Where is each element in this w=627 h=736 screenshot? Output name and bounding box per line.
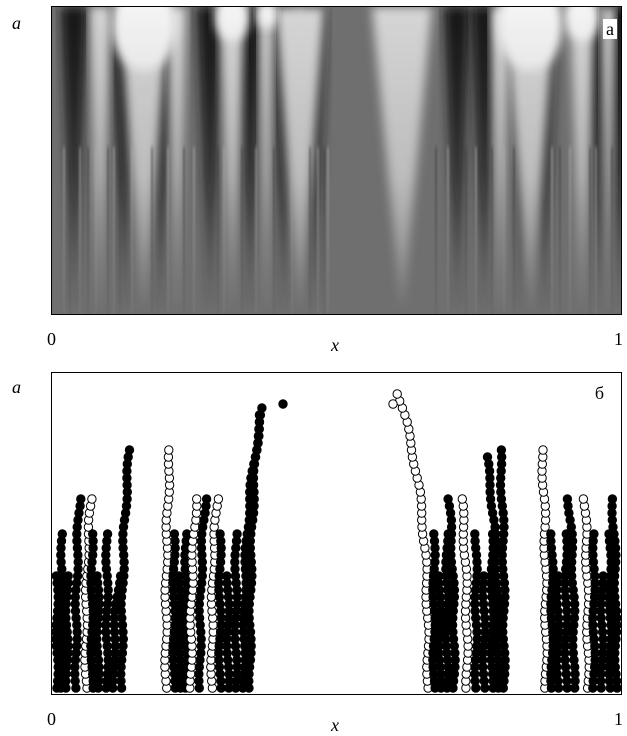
scalogram-ridges — [61, 7, 621, 314]
maxima-line — [222, 571, 234, 693]
maxima-line — [482, 452, 504, 693]
maxima-line — [116, 445, 135, 693]
panel-a-x-start: 0 — [47, 329, 56, 349]
maxima-line — [596, 571, 608, 693]
panel-a-x-end: 1 — [614, 329, 623, 349]
panel-a-x-label: x — [331, 335, 339, 355]
maxima-line — [495, 445, 510, 693]
maxima-point — [213, 494, 224, 504]
maxima-line — [392, 389, 434, 693]
maxima-point — [482, 452, 493, 462]
maxima-point — [102, 529, 113, 539]
maxima-point — [457, 494, 467, 504]
panel-b-x-start: 0 — [47, 709, 56, 729]
maxima-point — [562, 494, 573, 504]
maxima-point — [76, 494, 86, 504]
maxima-point — [124, 445, 135, 455]
maxima-line — [470, 529, 482, 693]
maxima-point — [496, 445, 507, 455]
maxima-point — [164, 445, 174, 455]
panel-a-tag: а — [603, 19, 617, 39]
maxima-point — [222, 571, 232, 581]
maxima-line — [443, 494, 460, 693]
maxima-line — [578, 494, 594, 693]
maxima-point — [546, 529, 556, 539]
panel-b-tag: б — [591, 383, 607, 403]
maxima-point — [232, 529, 242, 539]
maxima-line — [214, 529, 226, 693]
maxima-line — [588, 529, 600, 693]
maxima-line — [552, 571, 564, 693]
maxima-point — [192, 494, 202, 504]
panel-b-x-end: 1 — [614, 709, 623, 729]
maxima-point — [538, 445, 548, 455]
maxima-line — [160, 445, 175, 693]
maxima-line — [457, 494, 473, 693]
panel-b-y-label: a — [12, 377, 21, 397]
maxima-point — [443, 494, 453, 504]
maxima-point — [92, 571, 102, 581]
panel-a-image: а — [51, 6, 622, 315]
maxima-point — [254, 410, 265, 420]
maxima-point — [63, 571, 73, 581]
maxima-point — [589, 529, 599, 539]
maxima-line — [61, 571, 73, 693]
maxima-line — [194, 494, 212, 693]
maxima-point — [470, 529, 480, 539]
maxima-point — [201, 494, 212, 504]
maxima-point — [607, 494, 618, 504]
maxima-line — [244, 410, 265, 693]
maxima-point — [392, 389, 402, 399]
panel-a-scalogram — [61, 7, 621, 314]
maxima-line — [537, 445, 552, 693]
maxima-point — [578, 494, 589, 504]
maxima-point — [429, 529, 439, 539]
maxima-point — [57, 529, 67, 539]
maxima-point — [215, 529, 225, 539]
maxima-line — [562, 494, 580, 693]
maxima-point — [388, 399, 398, 409]
maxima-point — [278, 399, 288, 409]
panel-b-maxima-lines — [52, 389, 622, 693]
maxima-line — [92, 571, 104, 693]
maxima-point — [88, 529, 98, 539]
panel-b-x-label: x — [331, 715, 339, 735]
panel-b-plot: б — [51, 372, 622, 695]
maxima-line — [607, 494, 622, 693]
maxima-line — [185, 494, 202, 693]
panel-a-y-label: a — [12, 13, 21, 33]
maxima-line — [70, 494, 86, 693]
maxima-point — [87, 494, 97, 504]
maxima-point — [169, 529, 180, 539]
